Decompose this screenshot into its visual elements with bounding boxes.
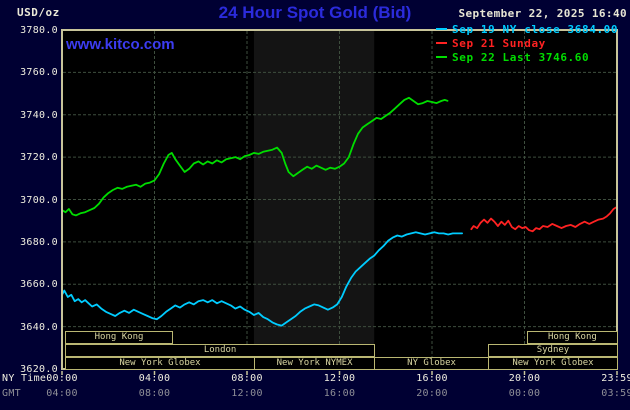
session-box: Hong Kong	[526, 331, 618, 344]
chart-legend: Sep 19 NY close 3684.00 Sep 21 Sunday Sep …	[436, 22, 618, 64]
legend-item: Sep 19 NY close 3684.00	[436, 22, 618, 36]
x-axis-tick-label-gmt: 04:00	[46, 388, 78, 399]
y-axis-tick-label: 3620.0	[20, 364, 58, 375]
x-axis-tick-label-gmt: 20:00	[416, 388, 448, 399]
kitco-watermark-link[interactable]: www.kitco.com	[66, 36, 175, 53]
x-axis-tick-label-ny: 16:00	[416, 373, 448, 384]
series-line-sep22-last	[61, 96, 449, 217]
y-axis-tick-label: 3660.0	[20, 279, 58, 291]
ny-time-axis-label: NY Time	[2, 373, 47, 384]
x-axis-tick-label-ny: 20:00	[508, 373, 541, 384]
y-axis-tick-label: 3760.0	[20, 67, 58, 79]
legend-color-dash-icon	[436, 28, 447, 30]
y-axis-tick-label: 3680.0	[20, 236, 58, 248]
x-axis-tick-label-ny: 00:00	[46, 373, 78, 384]
x-axis-tick-label-ny: 08:00	[231, 373, 263, 384]
page-title: 24 Hour Spot Gold (Bid)	[218, 3, 412, 22]
x-axis-tick-label-ny: 04:00	[138, 373, 171, 384]
legend-label: Sep 22 Last 3746.60	[452, 50, 590, 64]
x-axis-tick-label-ny: 12:00	[323, 373, 356, 384]
chart-datetime: September 22, 2025 16:40	[458, 7, 627, 20]
session-box: NY Globex	[374, 357, 489, 370]
y-axis-tick-label: 3780.0	[20, 25, 58, 36]
legend-color-dash-icon	[436, 42, 447, 44]
x-axis-tick-label-gmt: 00:00	[508, 388, 541, 399]
x-axis-tick-label-gmt: 03:59	[601, 388, 630, 399]
y-axis-tick-label: 3720.0	[20, 152, 58, 164]
session-box: New York Globex	[487, 357, 618, 370]
session-box: New York Globex	[65, 357, 255, 370]
session-box: Hong Kong	[65, 331, 174, 344]
legend-label: Sep 19 NY close 3684.00	[452, 22, 619, 36]
x-axis-tick-label-gmt: 08:00	[138, 388, 171, 399]
session-box: Sydney	[487, 344, 618, 357]
y-axis-tick-label: 3740.0	[20, 109, 58, 121]
y-axis-tick-label: 3700.0	[20, 194, 58, 206]
gmt-axis-label: GMT	[2, 388, 21, 399]
series-line-sep19-ny-close	[61, 231, 464, 327]
legend-item: Sep 22 Last 3746.60	[436, 50, 618, 64]
legend-item: Sep 21 Sunday	[436, 36, 618, 50]
session-box: London	[65, 344, 376, 357]
legend-label: Sep 21 Sunday	[452, 36, 546, 50]
legend-color-dash-icon	[436, 56, 447, 58]
x-axis-tick-label-gmt: 12:00	[231, 388, 263, 399]
x-axis-tick-label-gmt: 16:00	[323, 388, 356, 399]
series-line-sep21-sunday	[470, 205, 618, 233]
x-axis-tick-label-ny: 23:59	[601, 373, 630, 384]
y-axis-tick-label: 3640.0	[20, 321, 58, 333]
y-axis-units-label: USD/oz	[17, 6, 60, 19]
session-box: New York NYMEX	[253, 357, 376, 370]
